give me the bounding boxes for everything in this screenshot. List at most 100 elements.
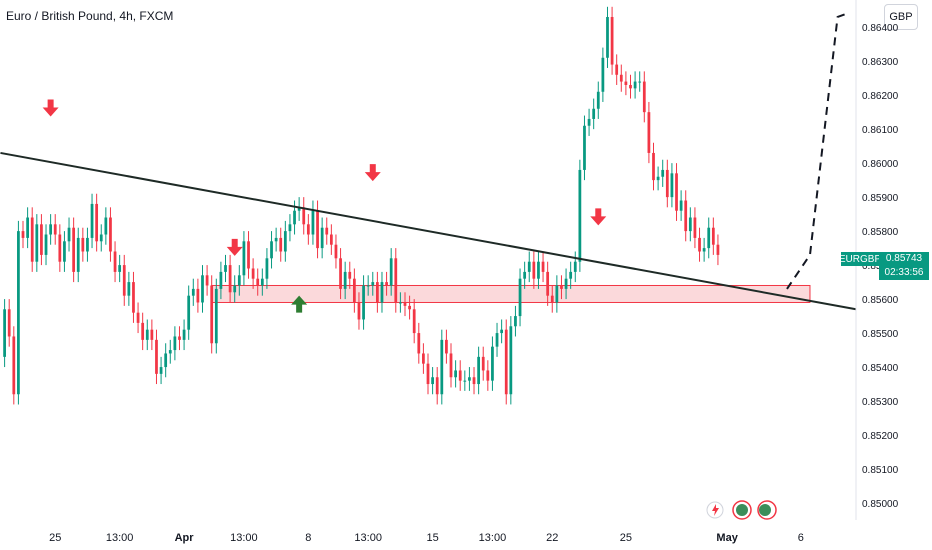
candle-body <box>274 237 278 242</box>
candle-body <box>141 322 145 340</box>
candle-body <box>95 203 99 242</box>
candle-body <box>578 169 582 262</box>
candle-body <box>716 244 720 255</box>
candle-body <box>472 377 476 385</box>
candle-body <box>7 309 11 337</box>
candle-body <box>302 207 306 225</box>
candle-body <box>389 258 393 286</box>
candle-body <box>17 231 20 395</box>
y-tick-label: 0.86300 <box>862 57 899 68</box>
candle-body <box>219 271 223 289</box>
candle-body <box>270 241 273 259</box>
candle-body <box>81 237 85 252</box>
candle-body <box>500 329 504 334</box>
candle-body <box>26 217 29 238</box>
y-tick-label: 0.86200 <box>862 91 899 102</box>
last-price: 0.85743 <box>885 253 923 264</box>
x-tick-label: 8 <box>305 532 311 544</box>
candle-body <box>164 353 168 368</box>
x-tick-label: 13:00 <box>106 532 134 544</box>
x-tick-label: 25 <box>49 532 61 544</box>
candle-body <box>445 339 448 354</box>
y-tick-label: 0.85300 <box>862 397 899 408</box>
candle-body <box>196 288 200 303</box>
candle-body <box>385 282 388 286</box>
x-tick-label: 25 <box>620 532 632 544</box>
candle-body <box>53 224 57 235</box>
candle-body <box>481 356 485 371</box>
candle-body <box>532 261 536 279</box>
candle-body <box>486 370 490 381</box>
candle-body <box>601 57 605 92</box>
candle-body <box>440 339 444 395</box>
candle-body <box>380 282 384 303</box>
candle-body <box>150 329 154 340</box>
candle-body <box>624 81 628 85</box>
candle-body <box>49 224 53 235</box>
candle-body <box>707 227 711 249</box>
alert-group-icon[interactable] <box>757 500 777 520</box>
candle-body <box>702 248 706 252</box>
candle-body <box>325 227 329 235</box>
down-arrow-icon <box>42 99 59 117</box>
candle-body <box>711 227 715 245</box>
alert-group-icon-dot <box>759 504 771 516</box>
candle-body <box>454 370 457 378</box>
y-tick-label: 0.85000 <box>862 499 899 510</box>
candle-body <box>371 282 375 286</box>
x-tick-label: 13:00 <box>479 532 507 544</box>
candle-body <box>688 217 692 232</box>
x-tick-label: 15 <box>426 532 438 544</box>
candle-body <box>132 282 135 313</box>
last-price-badge: 0.85743 02:33:56 <box>879 252 929 280</box>
candle-body <box>339 258 342 289</box>
candle-body <box>251 268 255 279</box>
projection-dashed-line <box>786 12 848 290</box>
candle-body <box>431 377 434 385</box>
candle-body <box>596 91 600 109</box>
candle-body <box>495 333 499 347</box>
x-tick-label: 6 <box>798 532 804 544</box>
candle-body <box>168 350 172 354</box>
x-tick-label: Apr <box>175 532 195 544</box>
candle-body <box>403 302 407 306</box>
candle-body <box>21 231 25 238</box>
down-arrow-icon <box>226 238 243 256</box>
candle-body <box>145 329 149 340</box>
candle-body <box>311 210 315 235</box>
candle-body <box>629 84 632 89</box>
candle-body <box>320 227 324 249</box>
candle-body <box>205 275 209 286</box>
candle-body <box>670 173 674 198</box>
candle-body <box>297 207 301 211</box>
candle-body <box>329 234 333 245</box>
candle-body <box>127 282 131 296</box>
candle-body <box>583 125 586 170</box>
candle-body <box>362 285 365 320</box>
candle-body <box>679 200 683 211</box>
candle-body <box>564 278 568 289</box>
candle-body <box>12 336 16 395</box>
candle-body <box>615 64 619 75</box>
candle-body <box>279 237 283 252</box>
candle-body <box>187 295 191 330</box>
x-tick-label: 13:00 <box>230 532 258 544</box>
y-tick-label: 0.85800 <box>862 227 899 238</box>
candle-body <box>76 237 80 272</box>
lightning-icon[interactable] <box>706 501 724 519</box>
candle-body <box>3 309 6 357</box>
y-tick-label: 0.85500 <box>862 329 899 340</box>
candle-body <box>113 251 117 272</box>
candle-body <box>633 81 637 89</box>
candle-body <box>491 346 494 381</box>
currency-button[interactable]: GBP <box>884 4 918 30</box>
alert-icon[interactable] <box>732 500 752 520</box>
candle-body <box>463 380 467 382</box>
bar-countdown: 02:33:56 <box>884 267 924 278</box>
candle-body <box>214 288 218 344</box>
candle-body <box>661 169 665 177</box>
candle-body <box>412 309 416 334</box>
candle-body <box>647 112 651 153</box>
down-arrow-icon <box>364 164 381 182</box>
